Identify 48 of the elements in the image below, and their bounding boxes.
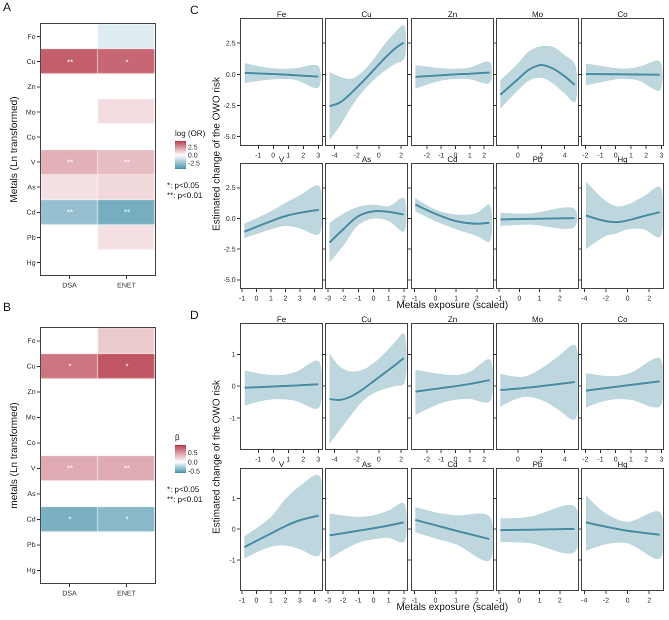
data-label: ** xyxy=(66,208,74,217)
text: *: p<0.05 xyxy=(167,485,200,494)
data-label: * xyxy=(68,362,72,371)
text: *: p<0.05 xyxy=(167,181,200,190)
chart-title: V xyxy=(278,460,285,469)
chart-title: Fe xyxy=(276,10,286,20)
y-axis-title: Estimated change of the OWO risk xyxy=(212,76,222,231)
data-label: * xyxy=(125,58,129,67)
text: **: p<0.01 xyxy=(167,191,202,200)
y-axis-title: metals (Ln transformed) xyxy=(8,402,20,509)
data-label: ** xyxy=(124,158,130,167)
chart-title: Fe xyxy=(276,315,286,324)
text: C xyxy=(190,3,199,18)
data-label: ** xyxy=(124,208,130,217)
chart-title: Co xyxy=(617,315,628,324)
line-series xyxy=(243,514,320,548)
line-series xyxy=(243,209,320,233)
chart-title: As xyxy=(362,155,371,164)
x-axis-title: Metals exposure (scaled) xyxy=(396,602,508,613)
y-axis-title: Metals (Ln transformed) xyxy=(8,96,20,203)
data-label: * xyxy=(125,514,129,524)
chart-title: Cu xyxy=(361,315,372,324)
y-axis-title: Estimated change of the OWO risk xyxy=(212,380,222,534)
data-label: ** xyxy=(66,58,74,67)
chart-title: Pb xyxy=(532,460,543,469)
data-label: * xyxy=(125,362,129,371)
data-label: * xyxy=(68,514,72,524)
chart-title: Zn xyxy=(448,10,457,20)
color-bar-title: log (OR) xyxy=(175,129,206,138)
chart-title: Zn xyxy=(448,315,457,324)
chart-title: Cu xyxy=(361,10,372,20)
chart-title: V xyxy=(278,155,285,164)
chart-title: Hg xyxy=(617,155,628,164)
data-label: ** xyxy=(124,464,130,473)
text: B xyxy=(3,300,12,314)
chart-title: Mo xyxy=(532,10,544,20)
text: D xyxy=(190,308,199,322)
data-label: ** xyxy=(66,158,74,167)
color-bar-title: β xyxy=(175,433,180,442)
chart-title: Co xyxy=(617,10,628,20)
x-axis-title: Metals exposure (scaled) xyxy=(396,300,508,312)
chart-title: Mo xyxy=(532,315,544,324)
text: A xyxy=(3,0,12,14)
chart-title: Hg xyxy=(617,460,628,469)
chart-title: As xyxy=(362,460,371,469)
data-label: ** xyxy=(66,464,74,473)
text: **: p<0.01 xyxy=(167,495,202,504)
chart-title: Cd xyxy=(447,460,458,469)
